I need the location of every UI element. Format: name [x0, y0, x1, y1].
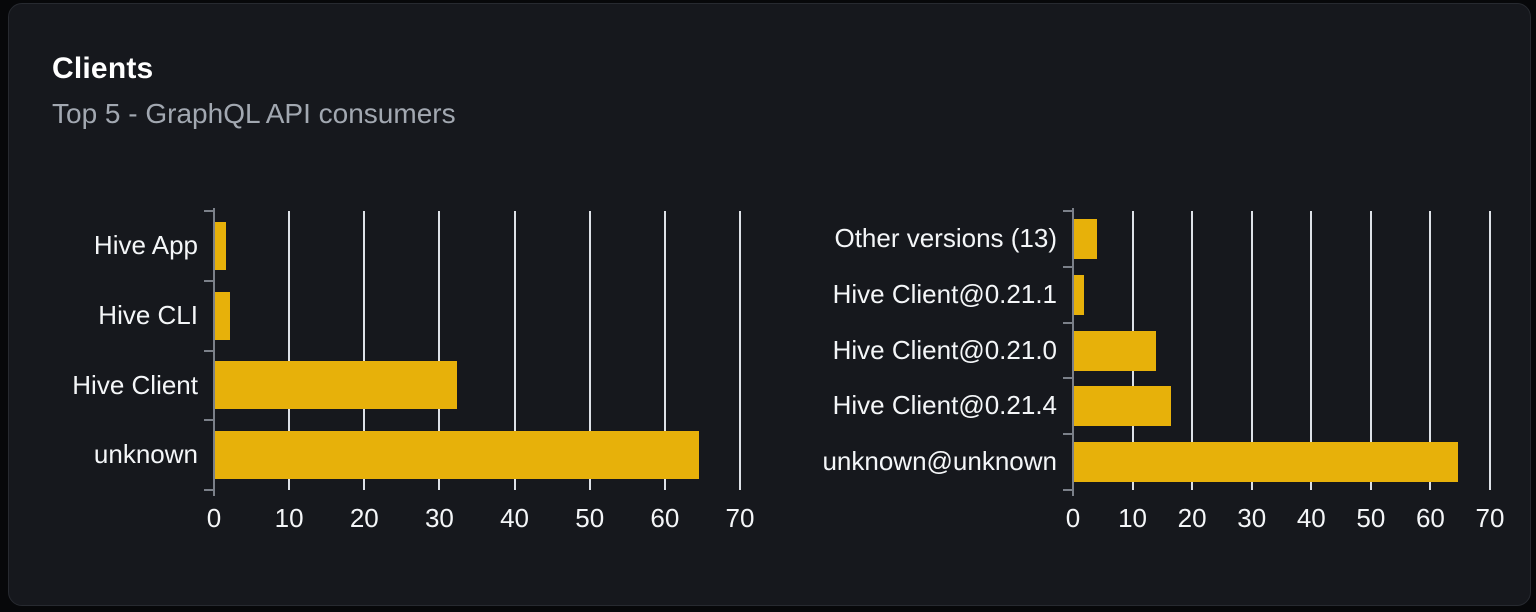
bar-hive-app[interactable]	[215, 221, 226, 270]
category-label: Hive App	[93, 230, 198, 260]
y-axis-line	[1072, 208, 1074, 496]
y-axis-tick	[1063, 433, 1073, 436]
x-tick-label: 30	[424, 503, 454, 533]
gridline	[739, 211, 741, 490]
x-tick-label: 0	[1065, 503, 1081, 533]
gridline	[1250, 211, 1253, 490]
bar-hive-client[interactable]	[215, 361, 457, 410]
bar-unknown[interactable]	[215, 431, 699, 480]
x-tick-label: 40	[1296, 503, 1326, 533]
y-axis-tick	[204, 210, 214, 212]
x-tick-label: 0	[206, 503, 222, 533]
gridline	[1310, 211, 1313, 490]
x-tick-label: 40	[500, 503, 530, 533]
card-subtitle: Top 5 - GraphQL API consumers	[52, 98, 456, 129]
bar-unknown-unknown[interactable]	[1074, 442, 1459, 483]
category-label: Hive Client@0.21.1	[832, 278, 1057, 309]
x-tick-label: 20	[349, 503, 379, 533]
gridline	[363, 211, 366, 490]
x-tick-label: 70	[1475, 503, 1505, 533]
y-axis-line	[213, 208, 215, 496]
gridline	[588, 211, 591, 490]
gridline	[288, 211, 291, 490]
gridline	[1489, 211, 1491, 490]
x-tick-label: 20	[1177, 503, 1207, 533]
gridline	[1191, 211, 1194, 490]
category-label: Hive Client	[72, 369, 198, 400]
gridline	[1369, 211, 1372, 490]
y-axis-tick	[1063, 265, 1073, 268]
y-axis-tick	[204, 489, 214, 491]
bar-other-versions-13[interactable]	[1074, 218, 1097, 259]
y-axis-tick	[204, 349, 214, 352]
y-axis-tick	[1063, 377, 1073, 380]
x-tick-label: 50	[1356, 503, 1386, 533]
x-tick-label: 70	[725, 503, 755, 533]
x-tick-label: 60	[1415, 503, 1445, 533]
bar-hive-client-0-21-1[interactable]	[1074, 274, 1085, 315]
card-title: Clients	[52, 52, 154, 85]
category-label: Hive Client@0.21.0	[832, 334, 1057, 365]
gridline	[438, 211, 441, 490]
category-label: Other versions (13)	[834, 223, 1057, 253]
y-axis-tick	[1063, 210, 1073, 212]
category-label: Hive CLI	[98, 299, 198, 330]
clients-card: Clients Top 5 - GraphQL API consumers	[8, 3, 1531, 606]
x-tick-label: 50	[575, 503, 605, 533]
bar-hive-client-0-21-0[interactable]	[1074, 330, 1156, 371]
x-tick-label: 10	[1118, 503, 1148, 533]
gridline	[513, 211, 516, 490]
gridline	[663, 211, 666, 490]
y-axis-tick	[204, 419, 214, 422]
category-label: unknown@unknown	[822, 446, 1057, 477]
bar-hive-client-0-21-4[interactable]	[1074, 386, 1172, 427]
x-tick-label: 60	[650, 503, 680, 533]
y-axis-tick	[1063, 321, 1073, 324]
x-tick-label: 30	[1237, 503, 1267, 533]
gridline	[1429, 211, 1432, 490]
bar-hive-cli[interactable]	[215, 291, 231, 340]
category-label: unknown	[93, 439, 198, 470]
y-axis-tick	[204, 279, 214, 282]
x-tick-label: 10	[274, 503, 304, 533]
y-axis-tick	[1063, 489, 1073, 491]
category-label: Hive Client@0.21.4	[832, 390, 1057, 421]
